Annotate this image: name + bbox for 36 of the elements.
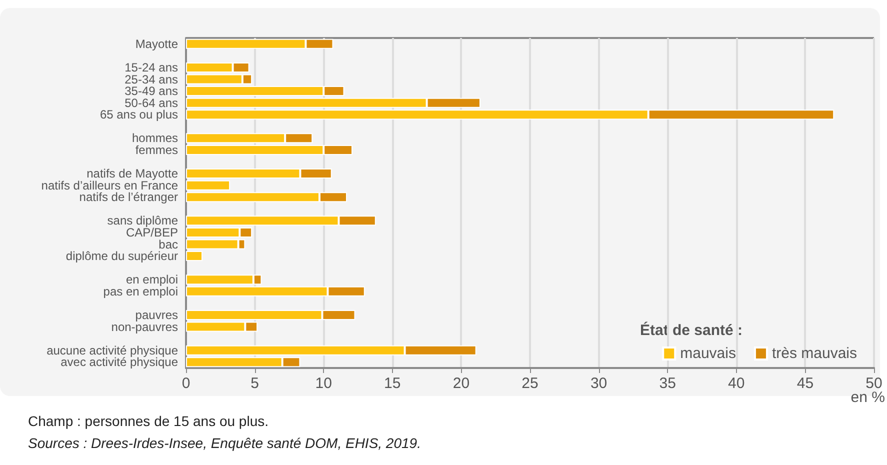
- x-tick-label: 15: [384, 375, 401, 392]
- y-tick-label: pas en emploi: [103, 284, 178, 298]
- x-tick-label: 50: [866, 375, 882, 392]
- y-tick-label: diplôme du supérieur: [66, 249, 178, 264]
- legend-label: mauvais: [680, 345, 736, 362]
- x-tick-label: 10: [315, 375, 332, 392]
- y-tick-label: non-pauvres: [111, 320, 178, 334]
- legend-label: très mauvais: [772, 345, 858, 362]
- y-tick-label: natifs de l’étranger: [79, 190, 178, 204]
- x-axis-title: en %: [850, 389, 886, 406]
- x-tick-label: 40: [728, 375, 745, 392]
- y-tick-label: en emploi: [126, 272, 178, 287]
- y-tick-label: 25-34 ans: [124, 72, 178, 86]
- x-tick-label: 5: [250, 375, 259, 392]
- x-tick-label: 20: [452, 375, 470, 392]
- x-tick-label: 0: [182, 375, 190, 392]
- y-tick-label: pauvres: [135, 308, 178, 322]
- source-note: Sources : Drees-Irdes-Insee, Enquête santé DOM, EHIS, 2019.: [28, 435, 421, 451]
- x-tick-label: 30: [590, 375, 608, 392]
- y-tick-label: hommes: [132, 131, 178, 146]
- y-tick-label: natifs de Mayotte: [86, 166, 178, 181]
- x-tick-label: 25: [522, 375, 538, 392]
- y-tick-label: 50-64 ans: [124, 96, 178, 110]
- y-tick-label: femmes: [135, 142, 178, 157]
- y-tick-label: 15-24 ans: [124, 60, 178, 74]
- x-tick-label: 35: [659, 375, 676, 392]
- y-tick-label: 35-49 ans: [124, 84, 178, 98]
- y-tick-label: bac: [158, 237, 178, 252]
- x-tick-label: 45: [796, 375, 814, 392]
- y-tick-label: Mayotte: [135, 36, 178, 51]
- y-tick-label: CAP/BEP: [126, 225, 178, 240]
- y-tick-label: aucune activité physique: [46, 343, 178, 358]
- text: Champ : personnes de 15 ans ou plus.: [28, 413, 268, 429]
- y-tick-label: sans diplôme: [107, 214, 178, 228]
- legend-title: État de santé :: [640, 321, 743, 339]
- y-tick-label: 65 ans ou plus: [100, 108, 178, 122]
